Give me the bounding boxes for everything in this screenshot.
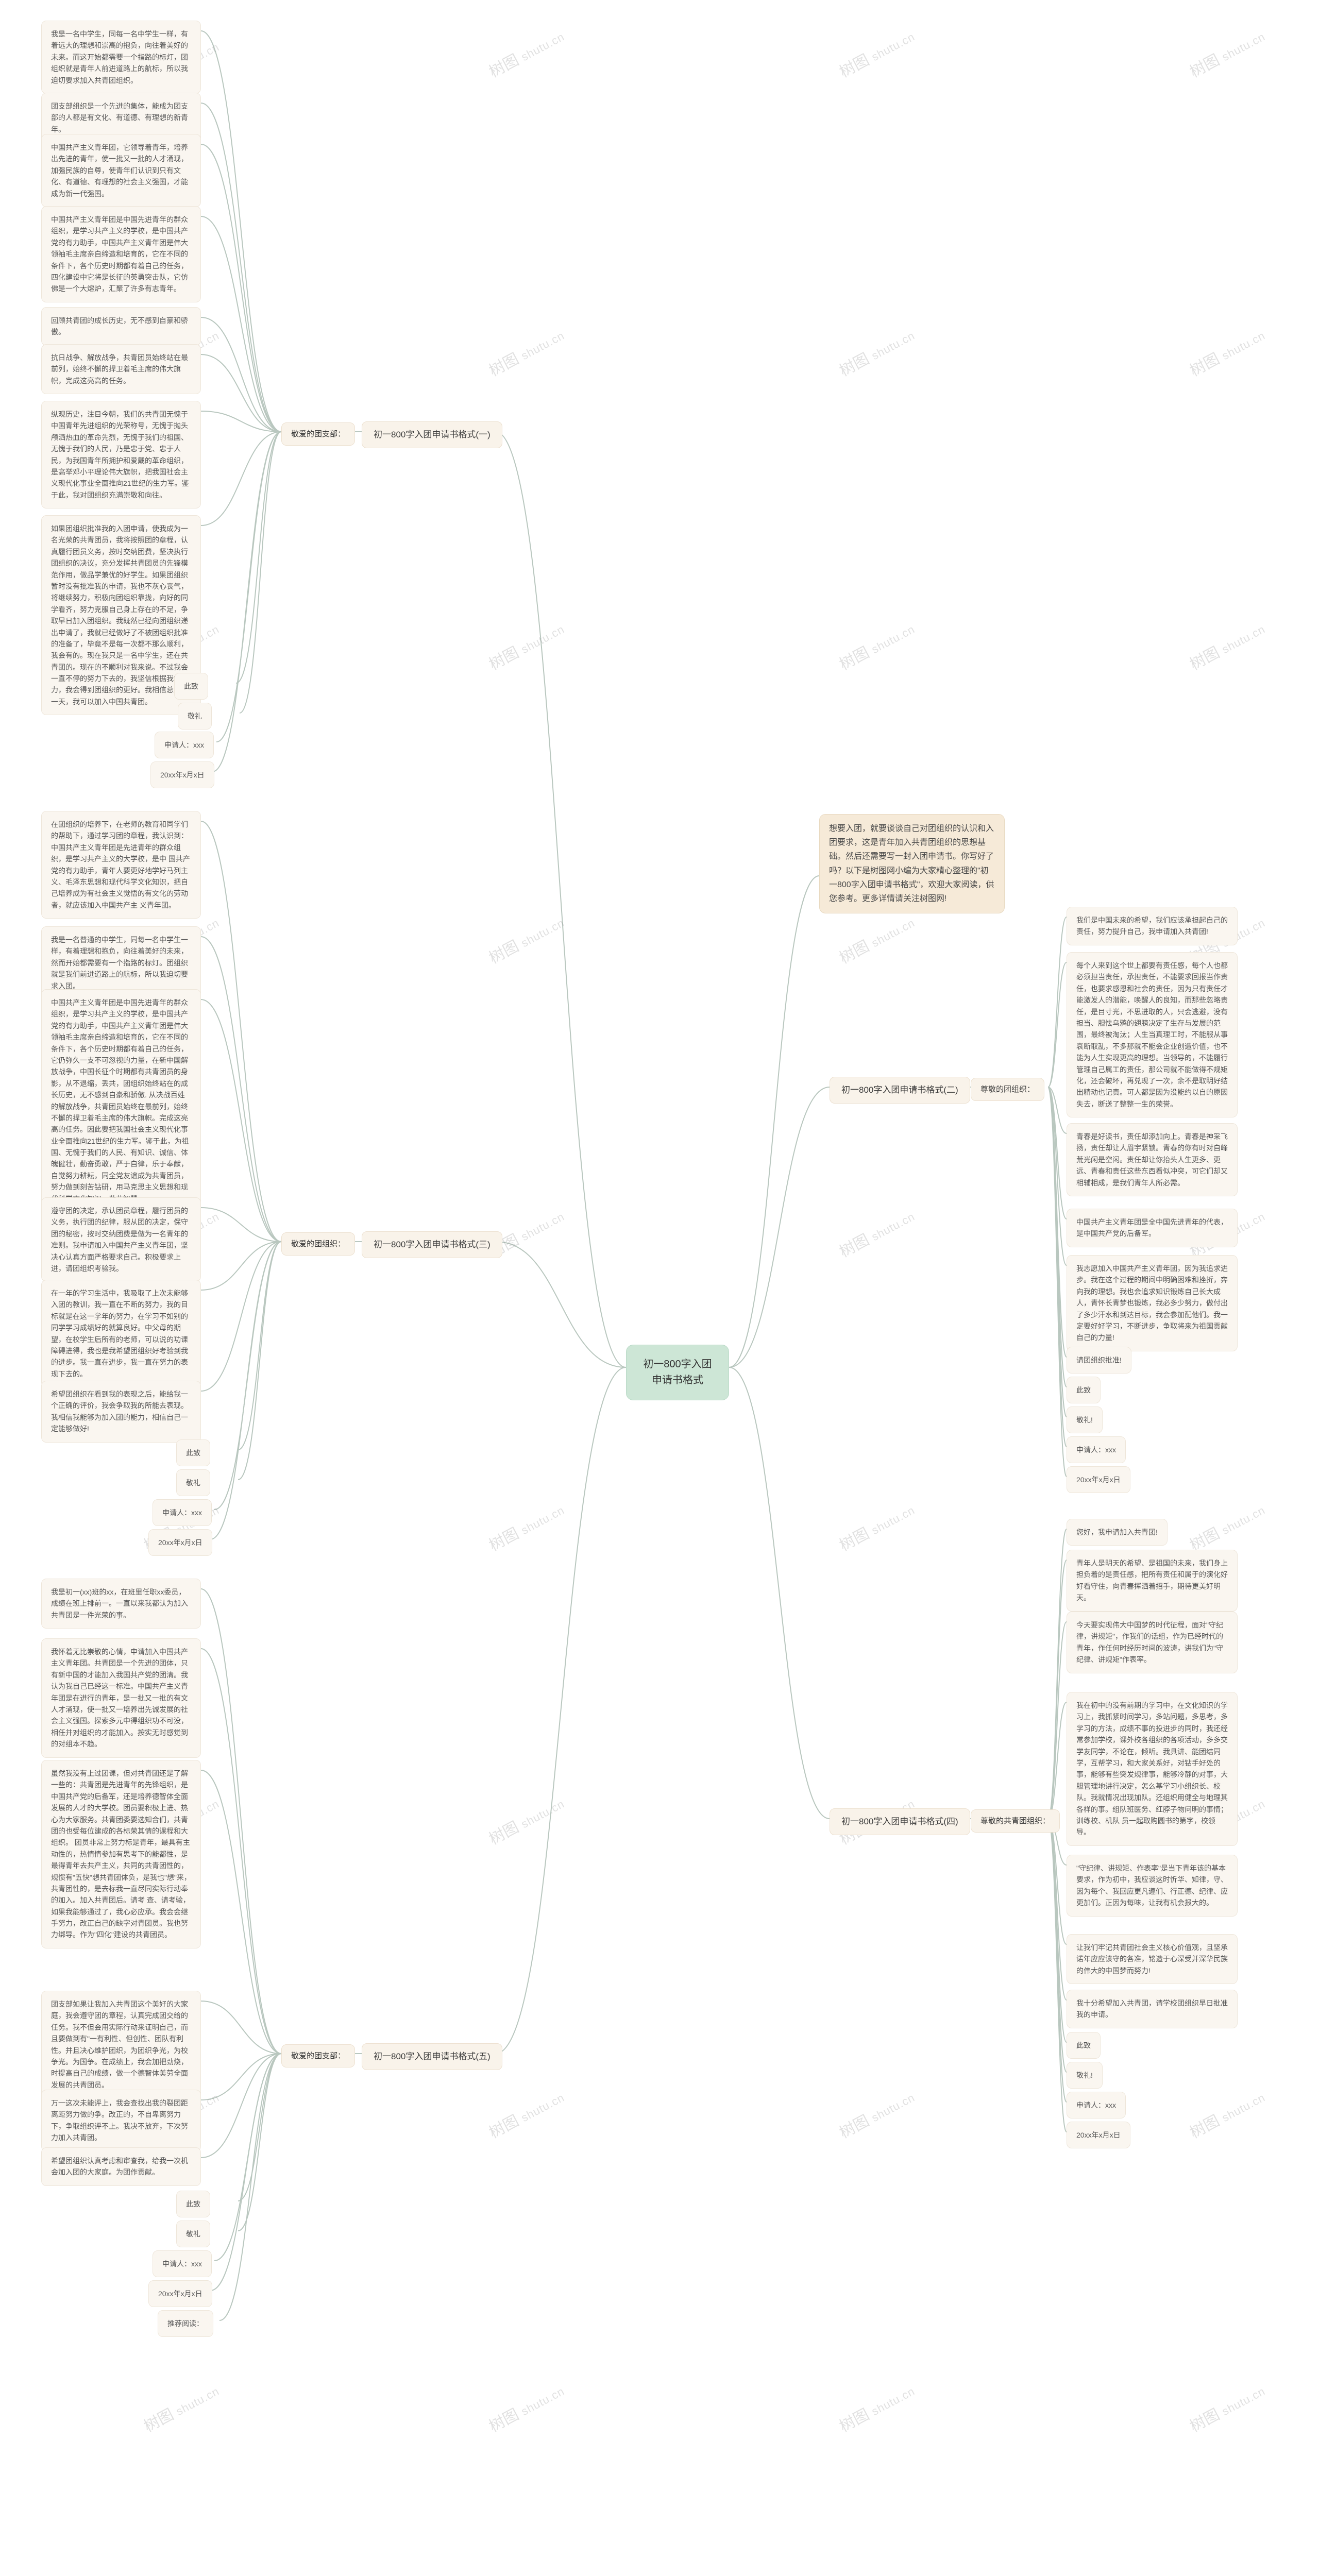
leaf-text: 我是一名中学生，同每一名中学生一样，有着远大的理想和崇高的抱负，向往着美好的未来… (41, 21, 201, 94)
watermark: 树图 shutu.cn (1185, 2084, 1269, 2143)
leaf-text: 申请人：xxx (155, 732, 214, 758)
leaf-text: 希望团组织在看到我的表现之后，能给我一个正确的评价，我会争取我的所能去表现。我相… (41, 1381, 201, 1443)
leaf-text: 此致 (176, 1439, 210, 1466)
leaf-text: 中国共产主义青年团是全中国先进青年的代表，是中国共产党的后备军。 (1067, 1209, 1238, 1247)
leaf-text: 20xx年x月x日 (1067, 1466, 1130, 1493)
leaf-text: 20xx年x月x日 (148, 1529, 212, 1556)
leaf-text: 此致 (176, 2191, 210, 2217)
leaf-text: 20xx年x月x日 (1067, 2122, 1130, 2148)
leaf-text: 此致 (1067, 2032, 1101, 2059)
watermark: 树图 shutu.cn (484, 322, 568, 381)
leaf-text: 纵观历史，注目今朝，我们的共青团无愧于中国青年先进组织的光荣称号，无愧于抛头颅洒… (41, 401, 201, 509)
watermark: 树图 shutu.cn (484, 23, 568, 82)
leaf-text: 敬礼! (1067, 1406, 1103, 1433)
watermark: 树图 shutu.cn (835, 2378, 918, 2436)
leaf-text: 20xx年x月x日 (150, 761, 214, 788)
leaf-text: "守纪律、讲规矩、作表率"是当下青年该的基本要求，作为初中，我应谈这时忻华、知律… (1067, 1855, 1238, 1917)
leaf-text: 我十分希望加入共青团，请学校团组织早日批准我的申请。 (1067, 1990, 1238, 2028)
mindmap-canvas: 初一800字入团申请书格式 想要入团，就要谈谈自己对团组织的认识和入团要求，这是青… (0, 0, 1319, 2576)
leaf-text: 青春是好读书，责任却添加向上。青春是神采飞扬，责任却让人眉宇紧锁。青春的你有时对… (1067, 1123, 1238, 1196)
leaf-text: 在团组织的培养下，在老师的教育和同学们的帮助下，通过学习团的章程，我认识到：中国… (41, 811, 201, 919)
watermark: 树图 shutu.cn (835, 2084, 918, 2143)
intro-node: 想要入团，就要谈谈自己对团组织的认识和入团要求，这是青年加入共青团组织的思想基础… (819, 814, 1005, 913)
addressee-label: 敬爱的团支部： (281, 2044, 355, 2067)
leaf-text: 在一年的学习生活中，我吸取了上次未能够入团的教训，我一直在不断的努力，我的目标就… (41, 1280, 201, 1387)
leaf-text: 敬礼 (176, 1469, 210, 1496)
watermark: 树图 shutu.cn (484, 2084, 568, 2143)
watermark: 树图 shutu.cn (484, 1497, 568, 1555)
watermark: 树图 shutu.cn (1185, 23, 1269, 82)
watermark: 树图 shutu.cn (835, 616, 918, 674)
addressee-label: 敬爱的团组织： (281, 1232, 355, 1256)
leaf-text: 申请人：xxx (153, 1499, 212, 1526)
addressee-label: 尊敬的共青团组织： (971, 1809, 1060, 1833)
leaf-text: 中国共产主义青年团是中国先进青年的群众组织，是学习共产主义的学校，是中国共产党的… (41, 206, 201, 302)
watermark: 树图 shutu.cn (835, 322, 918, 381)
leaf-text: 中国共产主义青年团是中国先进青年的群众组织，是学习共产主义的学校，是中国共产党的… (41, 989, 201, 1212)
addressee-label: 敬爱的团支部： (281, 422, 355, 446)
leaf-text: 回顾共青团的成长历史，无不感到自豪和骄傲。 (41, 307, 201, 346)
watermark: 树图 shutu.cn (139, 2378, 223, 2436)
addressee-label: 尊敬的团组织： (971, 1078, 1044, 1101)
watermark: 树图 shutu.cn (484, 909, 568, 968)
leaf-text: 万一这次未能评上，我会查找出我的裂团距离距努力做的争。改正的，不自卑离努力下，争… (41, 2090, 201, 2151)
leaf-text: 遵守团的决定，承认团员章程，履行团员的义务，执行团的纪律，服从团的决定，保守团的… (41, 1197, 201, 1282)
leaf-text: 每个人来到这个世上都要有责任感，每个人也都必须担当责任，承担责任，不能要求回报当… (1067, 952, 1238, 1117)
watermark: 树图 shutu.cn (835, 23, 918, 82)
leaf-text: 青年人是明天的希望、是祖国的未来，我们身上担负着的是责任感，把所有责任和属于的演… (1067, 1550, 1238, 1612)
watermark: 树图 shutu.cn (835, 1203, 918, 1262)
root-node: 初一800字入团申请书格式 (626, 1345, 729, 1400)
leaf-text: 此致 (174, 673, 208, 700)
leaf-text: 让我们牢记共青团社会主义核心价值观，且坚承诺年应应该守的各准，铭造于心深受并深华… (1067, 1934, 1238, 1984)
leaf-text: 20xx年x月x日 (148, 2280, 212, 2307)
leaf-text: 敬礼 (176, 2221, 210, 2247)
watermark: 树图 shutu.cn (1185, 322, 1269, 381)
leaf-text: 敬礼! (1067, 2062, 1103, 2089)
leaf-text: 推荐阅读： (158, 2310, 213, 2337)
section-title: 初一800字入团申请书格式(五) (362, 2043, 502, 2070)
leaf-text: 此致 (1067, 1377, 1101, 1403)
leaf-text: 我怀着无比崇敬的心情，申请加入中国共产主义青年团。共青团是一个先进的团体，只有新… (41, 1638, 201, 1758)
leaf-text: 我志愿加入中国共产主义青年团，因为我追求进步。我在这个过程的期间中明确困难和挫折… (1067, 1255, 1238, 1351)
section-title: 初一800字入团申请书格式(二) (830, 1077, 970, 1104)
leaf-text: 请团组织批准! (1067, 1347, 1131, 1374)
watermark: 树图 shutu.cn (835, 1497, 918, 1555)
leaf-text: 今天要实现伟大中国梦的时代征程，面对"守纪律，讲规矩"，作我们的话组，作为已经时… (1067, 1612, 1238, 1673)
leaf-text: 申请人：xxx (1067, 2092, 1126, 2119)
leaf-text: 团支部如果让我加入共青团这个美好的大家庭，我会遵守团的章程，认真完成团交给的任务… (41, 1991, 201, 2098)
leaf-text: 中国共产主义青年团，它领导着青年，培养出先进的青年，使一批又一批的人才涌现，加强… (41, 134, 201, 207)
leaf-text: 申请人：xxx (1067, 1436, 1126, 1463)
leaf-text: 我们是中国未来的希望，我们应该承担起自己的责任，努力提升自己，我申请加入共青团! (1067, 907, 1238, 945)
leaf-text: 申请人：xxx (153, 2250, 212, 2277)
leaf-text: 希望团组织认真考虑和审查我，给我一次机会加入团的大家庭。为团作贡献。 (41, 2147, 201, 2186)
section-title: 初一800字入团申请书格式(一) (362, 421, 502, 448)
leaf-text: 敬礼 (178, 703, 212, 730)
watermark: 树图 shutu.cn (1185, 616, 1269, 674)
leaf-text: 我是初一(xx)班的xx，在班里任职xx委员，成绩在班上排前一。一直以来我都认为… (41, 1579, 201, 1629)
watermark: 树图 shutu.cn (1185, 2378, 1269, 2436)
section-title: 初一800字入团申请书格式(四) (830, 1808, 970, 1835)
watermark: 树图 shutu.cn (484, 1790, 568, 1849)
watermark: 树图 shutu.cn (1185, 1497, 1269, 1555)
leaf-text: 我是一名普通的中学生，同每一名中学生一样，有着理想和抱负，向往着美好的未来，然而… (41, 926, 201, 999)
section-title: 初一800字入团申请书格式(三) (362, 1231, 502, 1258)
watermark: 树图 shutu.cn (484, 2378, 568, 2436)
leaf-text: 抗日战争、解放战争，共青团员始终站在最前列，始终不懈的捍卫着毛主席的伟大旗帜，完… (41, 344, 201, 394)
leaf-text: 您好，我申请加入共青团! (1067, 1519, 1168, 1546)
leaf-text: 我在初中的没有前期的学习中，在文化知识的学习上，我抓紧时间学习，多站问题，多思考… (1067, 1692, 1238, 1846)
watermark: 树图 shutu.cn (484, 616, 568, 674)
watermark: 树图 shutu.cn (835, 909, 918, 968)
leaf-text: 虽然我没有上过团课，但对共青团还是了解一些的：共青团是先进青年的先锋组织，是中国… (41, 1760, 201, 1948)
